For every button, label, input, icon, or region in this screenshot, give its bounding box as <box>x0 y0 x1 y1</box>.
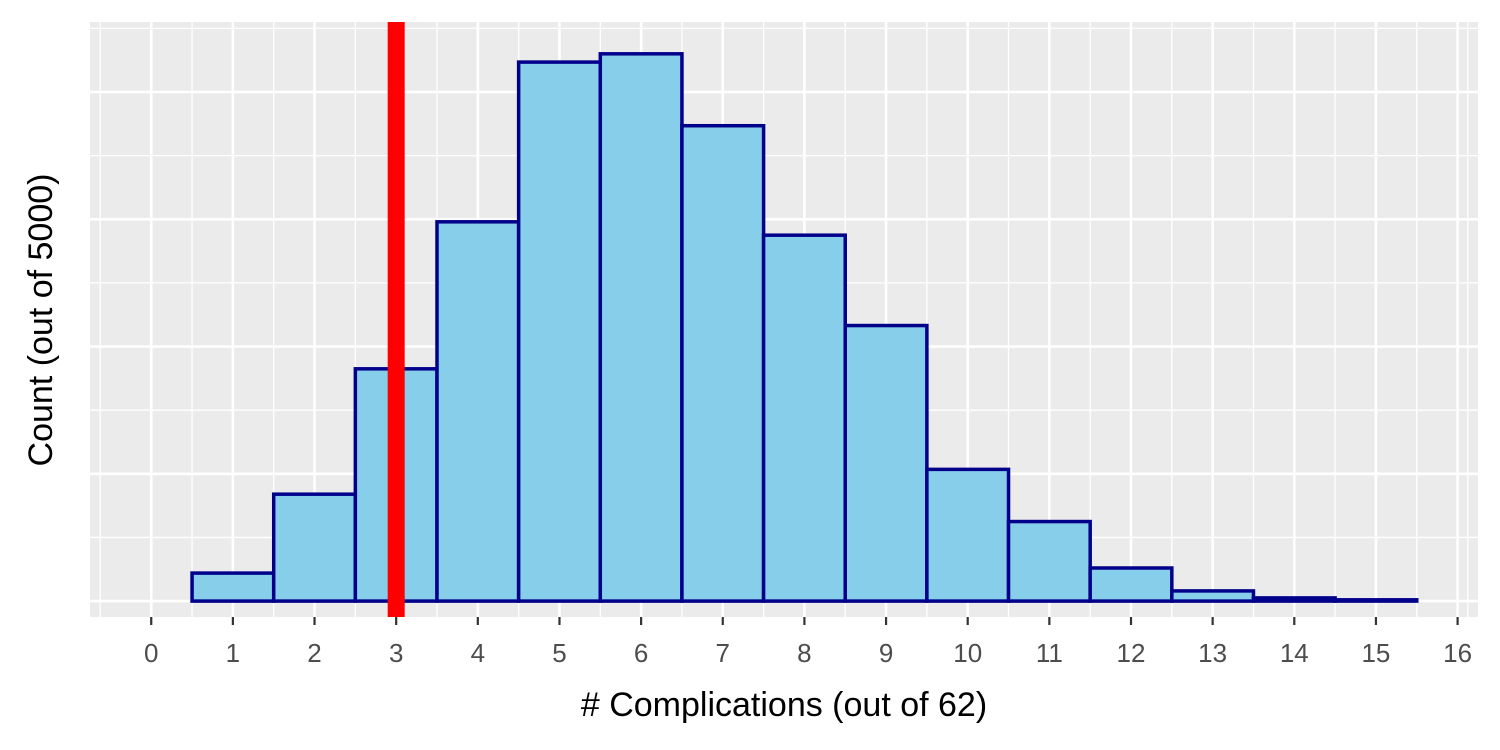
x-tick-label: 15 <box>1361 638 1390 668</box>
histogram-bar-14 <box>1251 596 1337 603</box>
x-tick-label: 10 <box>953 638 982 668</box>
x-tick-label: 7 <box>716 638 730 668</box>
x-tick-label: 8 <box>797 638 811 668</box>
x-tick-label: 6 <box>634 638 648 668</box>
histogram-bar-10 <box>925 467 1011 603</box>
histogram-bar-13 <box>1170 589 1256 603</box>
x-tick-label: 1 <box>226 638 240 668</box>
x-tick-label: 0 <box>144 638 158 668</box>
x-tick-label: 13 <box>1198 638 1227 668</box>
histogram-bar-6 <box>598 52 684 603</box>
histogram-bar-1 <box>190 571 276 603</box>
histogram-bar-7 <box>680 123 766 603</box>
x-tick-label: 2 <box>307 638 321 668</box>
histogram-bar-8 <box>761 233 847 603</box>
x-tick-label: 3 <box>389 638 403 668</box>
histogram-bar-5 <box>516 60 603 603</box>
x-axis-title: # Complications (out of 62) <box>581 686 987 724</box>
histogram-bar-15 <box>1333 598 1419 603</box>
x-axis-ticks <box>150 617 1459 625</box>
x-axis-tick-labels: 0 1 2 3 4 5 6 7 8 9 10 11 12 13 14 15 16 <box>144 638 1472 668</box>
x-tick-label: 9 <box>879 638 893 668</box>
histogram-bar-11 <box>1006 519 1092 603</box>
x-tick-label: 11 <box>1036 638 1063 668</box>
histogram-bars <box>190 52 1419 603</box>
x-tick-label: 16 <box>1443 638 1472 668</box>
histogram-bar-12 <box>1088 566 1174 603</box>
x-tick-label: 12 <box>1117 638 1146 668</box>
x-tick-label: 4 <box>471 638 485 668</box>
histogram-bar-2 <box>271 492 358 603</box>
histogram-bar-4 <box>435 220 521 603</box>
y-axis-title: Count (out of 5000) <box>22 174 60 467</box>
x-tick-label: 14 <box>1280 638 1309 668</box>
histogram-bar-9 <box>843 323 929 603</box>
x-tick-label: 5 <box>552 638 566 668</box>
